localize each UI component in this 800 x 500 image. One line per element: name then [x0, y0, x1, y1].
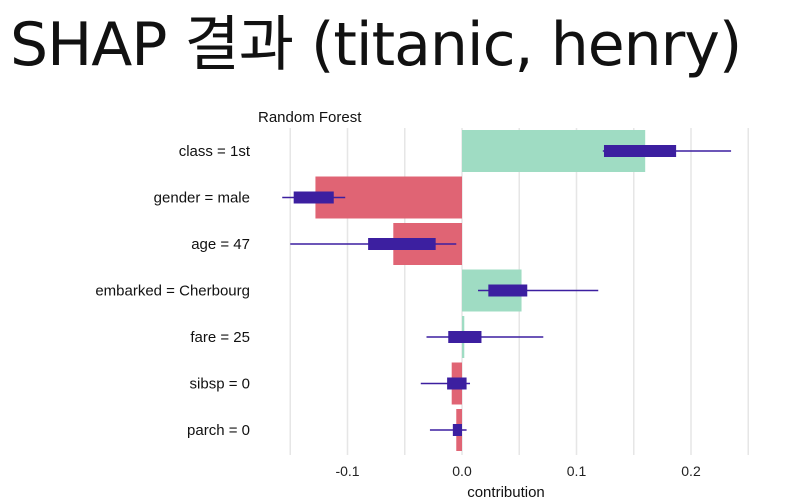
feature-label: age = 47: [191, 236, 250, 253]
boxplot-box: [452, 424, 462, 436]
feature-label: embarked = Cherbourg: [95, 283, 250, 300]
x-tick-labels: -0.1 0.0 0.1 0.2: [335, 463, 701, 479]
boxplot-box: [293, 191, 334, 204]
feature-label: fare = 25: [190, 329, 250, 346]
x-tick-label: 0.2: [681, 463, 701, 479]
boxplot-box: [488, 284, 528, 297]
feature-label: sibsp = 0: [190, 376, 250, 393]
feature-label: gender = male: [154, 190, 250, 207]
feature-label: class = 1st: [179, 143, 251, 160]
x-axis-label: contribution: [467, 484, 545, 500]
page-title: SHAP 결과 (titanic, henry): [10, 10, 742, 80]
feature-label: parch = 0: [187, 422, 250, 439]
x-tick-label: -0.1: [335, 463, 359, 479]
boxplot-box: [603, 145, 677, 157]
boxplot-box: [448, 331, 482, 343]
boxplot-box: [368, 238, 436, 250]
boxplots: [282, 145, 732, 436]
feature-labels: class = 1st gender = male age = 47 embarked…: [95, 143, 251, 439]
x-tick-label: 0.1: [567, 463, 587, 479]
chart-subtitle: Random Forest: [258, 109, 362, 126]
x-tick-label: 0.0: [452, 463, 472, 479]
boxplot-box: [447, 377, 467, 390]
